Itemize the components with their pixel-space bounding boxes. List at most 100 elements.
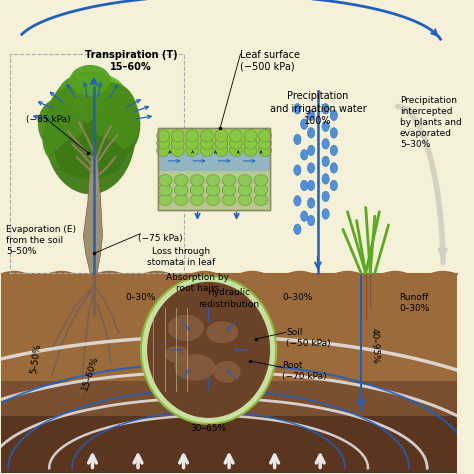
Ellipse shape bbox=[322, 138, 329, 149]
Ellipse shape bbox=[244, 130, 257, 142]
Ellipse shape bbox=[308, 180, 315, 191]
Ellipse shape bbox=[42, 109, 101, 170]
Bar bbox=[158, 128, 270, 210]
Ellipse shape bbox=[45, 72, 136, 194]
Ellipse shape bbox=[238, 175, 252, 186]
Ellipse shape bbox=[157, 130, 169, 142]
Ellipse shape bbox=[147, 282, 270, 418]
Ellipse shape bbox=[322, 103, 329, 114]
Text: Transpiration (T)
15–60%: Transpiration (T) 15–60% bbox=[85, 50, 177, 72]
Ellipse shape bbox=[158, 194, 172, 206]
Ellipse shape bbox=[174, 194, 188, 206]
Ellipse shape bbox=[294, 196, 301, 206]
Ellipse shape bbox=[322, 156, 329, 167]
Ellipse shape bbox=[67, 73, 127, 118]
Ellipse shape bbox=[186, 130, 199, 142]
Ellipse shape bbox=[141, 276, 276, 424]
Bar bbox=[1, 273, 457, 473]
Ellipse shape bbox=[238, 194, 252, 206]
Ellipse shape bbox=[174, 184, 188, 196]
Ellipse shape bbox=[229, 137, 242, 149]
Ellipse shape bbox=[301, 119, 308, 129]
Ellipse shape bbox=[294, 103, 301, 114]
Ellipse shape bbox=[259, 130, 272, 142]
Ellipse shape bbox=[330, 128, 337, 138]
Ellipse shape bbox=[308, 128, 315, 138]
Ellipse shape bbox=[301, 180, 308, 191]
Ellipse shape bbox=[322, 191, 329, 202]
Ellipse shape bbox=[229, 144, 242, 156]
Ellipse shape bbox=[322, 121, 329, 132]
Ellipse shape bbox=[322, 173, 329, 184]
Text: 30–65%: 30–65% bbox=[191, 424, 227, 433]
Ellipse shape bbox=[254, 175, 268, 186]
Ellipse shape bbox=[157, 137, 169, 149]
Ellipse shape bbox=[201, 137, 213, 149]
Ellipse shape bbox=[191, 184, 204, 196]
Text: Evaporation (E)
from the soil
5–50%: Evaporation (E) from the soil 5–50% bbox=[6, 225, 76, 256]
Ellipse shape bbox=[206, 321, 238, 343]
Ellipse shape bbox=[81, 115, 127, 173]
Ellipse shape bbox=[213, 361, 240, 383]
Ellipse shape bbox=[244, 144, 257, 156]
Bar bbox=[158, 128, 270, 210]
Ellipse shape bbox=[191, 194, 204, 206]
Ellipse shape bbox=[157, 144, 169, 156]
Ellipse shape bbox=[56, 135, 124, 179]
Text: Hydraulic
redistribution: Hydraulic redistribution bbox=[199, 289, 260, 309]
Ellipse shape bbox=[308, 163, 315, 173]
Ellipse shape bbox=[259, 137, 272, 149]
Ellipse shape bbox=[174, 354, 215, 381]
Ellipse shape bbox=[244, 137, 257, 149]
Ellipse shape bbox=[330, 180, 337, 191]
Ellipse shape bbox=[301, 211, 308, 221]
Text: Absorption by
root hairs: Absorption by root hairs bbox=[166, 273, 229, 293]
Ellipse shape bbox=[206, 184, 220, 196]
Text: 5–50%: 5–50% bbox=[29, 343, 42, 374]
Ellipse shape bbox=[215, 130, 228, 142]
Ellipse shape bbox=[330, 110, 337, 120]
Ellipse shape bbox=[95, 93, 140, 150]
Ellipse shape bbox=[201, 144, 213, 156]
Text: (−85 kPa): (−85 kPa) bbox=[27, 115, 71, 124]
Ellipse shape bbox=[308, 215, 315, 226]
Ellipse shape bbox=[174, 175, 188, 186]
Ellipse shape bbox=[201, 130, 213, 142]
Ellipse shape bbox=[86, 82, 136, 135]
Bar bbox=[1, 416, 457, 473]
Text: 0–30%: 0–30% bbox=[125, 293, 155, 302]
Ellipse shape bbox=[322, 209, 329, 219]
Ellipse shape bbox=[165, 346, 188, 363]
Ellipse shape bbox=[70, 65, 111, 96]
Ellipse shape bbox=[308, 198, 315, 208]
Ellipse shape bbox=[254, 184, 268, 196]
Ellipse shape bbox=[47, 82, 115, 161]
Ellipse shape bbox=[191, 175, 204, 186]
Ellipse shape bbox=[54, 120, 99, 173]
Ellipse shape bbox=[301, 149, 308, 160]
Ellipse shape bbox=[259, 144, 272, 156]
Text: Soil
(−50 kPa): Soil (−50 kPa) bbox=[286, 328, 331, 348]
Ellipse shape bbox=[171, 130, 184, 142]
Bar bbox=[158, 153, 270, 171]
Text: 40–95%: 40–95% bbox=[370, 328, 380, 364]
Ellipse shape bbox=[158, 175, 172, 186]
Ellipse shape bbox=[186, 137, 199, 149]
Ellipse shape bbox=[222, 175, 236, 186]
Ellipse shape bbox=[330, 145, 337, 155]
Ellipse shape bbox=[294, 134, 301, 145]
Ellipse shape bbox=[294, 224, 301, 235]
Ellipse shape bbox=[215, 144, 228, 156]
Ellipse shape bbox=[158, 184, 172, 196]
Ellipse shape bbox=[168, 315, 204, 341]
Text: (−75 kPa): (−75 kPa) bbox=[138, 234, 182, 243]
Ellipse shape bbox=[254, 194, 268, 206]
Ellipse shape bbox=[76, 91, 140, 161]
Text: Runoff
0–30%: Runoff 0–30% bbox=[399, 293, 429, 313]
Text: 15–60%: 15–60% bbox=[80, 354, 100, 392]
Ellipse shape bbox=[49, 87, 95, 131]
Ellipse shape bbox=[238, 184, 252, 196]
Text: Loss through
stomata in leaf: Loss through stomata in leaf bbox=[147, 247, 215, 267]
Ellipse shape bbox=[229, 130, 242, 142]
Bar bbox=[158, 128, 270, 153]
